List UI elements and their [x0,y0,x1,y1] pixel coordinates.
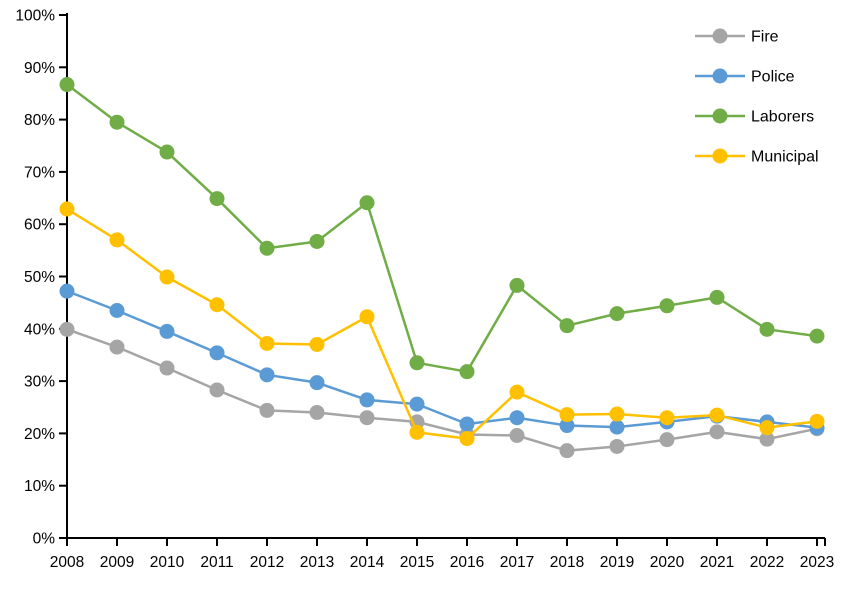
legend-label-municipal: Municipal [751,149,819,166]
series-marker-police [259,367,275,383]
series-marker-municipal [409,424,425,440]
series-marker-municipal [459,431,475,447]
series-marker-laborers [609,306,625,322]
legend-marker-municipal [712,148,728,164]
series-marker-laborers [809,328,825,344]
y-axis-tick-label: 60% [24,217,55,234]
legend-marker-police [712,68,728,84]
x-axis-tick-label: 2022 [750,554,784,571]
series-line-municipal [65,207,819,440]
x-axis-tick-label: 2015 [400,554,434,571]
series-marker-fire [709,424,725,440]
series-line-fire [65,328,819,452]
series-marker-laborers [309,233,325,249]
series-marker-laborers [359,195,375,211]
series-marker-police [159,323,175,339]
legend-label-laborers: Laborers [751,109,814,126]
series-marker-municipal [259,335,275,351]
series-line-laborers [65,83,819,373]
series-marker-municipal [709,407,725,423]
series-marker-fire [559,443,575,459]
series-marker-police [559,418,575,434]
x-axis-tick-label: 2019 [600,554,634,571]
x-axis-tick-label: 2008 [50,554,84,571]
series-marker-laborers [59,77,75,93]
x-axis-tick-label: 2021 [700,554,734,571]
series-marker-police [109,302,125,318]
x-axis-tick-label: 2012 [250,554,284,571]
series-marker-municipal [359,309,375,325]
series-marker-laborers [409,355,425,371]
y-axis-tick-label: 30% [24,374,55,391]
legend-label-fire: Fire [751,29,779,46]
series-marker-fire [659,432,675,448]
series-marker-laborers [159,144,175,160]
series-marker-laborers [509,277,525,293]
x-axis-tick-label: 2016 [450,554,484,571]
legend-label-police: Police [751,69,795,86]
series-marker-laborers [459,364,475,380]
series-marker-police [459,416,475,432]
series-marker-fire [309,404,325,420]
series-marker-municipal [109,232,125,248]
series-marker-fire [259,402,275,418]
series-marker-fire [59,321,75,337]
series-marker-police [59,283,75,299]
x-axis-tick-label: 2017 [500,554,534,571]
y-axis-tick-label: 70% [24,164,55,181]
series-marker-laborers [109,114,125,130]
series-marker-police [309,375,325,391]
series-marker-police [209,345,225,361]
series-marker-laborers [709,289,725,305]
x-axis-tick-label: 2011 [200,554,233,571]
series-marker-municipal [309,336,325,352]
x-axis-tick-label: 2023 [800,554,834,571]
series-marker-police [359,392,375,408]
series-marker-police [509,410,525,426]
series-marker-municipal [59,201,75,217]
series-marker-municipal [759,420,775,436]
y-axis-tick-label: 10% [24,478,55,495]
legend-marker-laborers [712,108,728,124]
y-axis-tick-label: 90% [24,60,55,77]
x-axis-tick-label: 2014 [350,554,385,571]
series-marker-municipal [809,413,825,429]
x-axis-tick-label: 2009 [100,554,134,571]
x-axis-tick-label: 2013 [300,554,334,571]
y-axis-tick-label: 20% [24,426,55,443]
y-axis-tick-label: 80% [24,112,55,129]
series-marker-municipal [609,406,625,422]
series-marker-laborers [559,318,575,334]
series-marker-fire [509,427,525,443]
series-marker-laborers [759,321,775,337]
series-marker-municipal [159,269,175,285]
series-marker-fire [609,438,625,454]
x-axis-tick-label: 2018 [550,554,584,571]
series-marker-fire [159,360,175,376]
y-axis-tick-label: 0% [33,531,56,548]
y-axis-tick-label: 40% [24,321,55,338]
y-axis-tick-label: 100% [15,8,55,25]
series-marker-fire [109,339,125,355]
x-axis-tick-label: 2020 [650,554,685,571]
x-axis-tick-label: 2010 [150,554,185,571]
series-marker-municipal [509,384,525,400]
legend-marker-fire [712,28,728,44]
series-marker-fire [209,382,225,398]
series-marker-laborers [209,191,225,207]
series-marker-municipal [559,407,575,423]
series-marker-police [609,419,625,435]
series-line-police [65,289,819,429]
series-marker-laborers [259,240,275,256]
series-marker-police [409,396,425,412]
series-marker-municipal [659,410,675,426]
series-marker-fire [359,410,375,426]
series-marker-laborers [659,298,675,314]
series-marker-fire [759,431,775,447]
series-marker-municipal [209,297,225,313]
y-axis-tick-label: 50% [24,269,55,286]
